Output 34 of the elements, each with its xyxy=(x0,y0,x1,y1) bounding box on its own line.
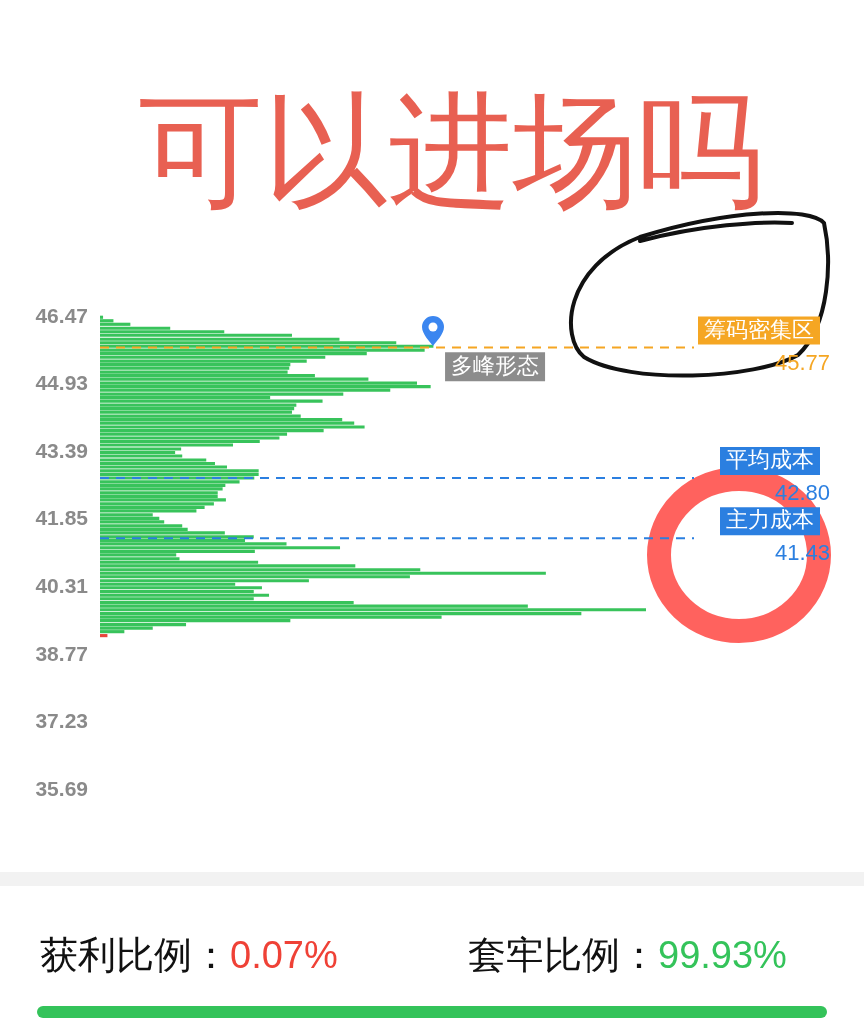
text: 0.07% xyxy=(230,934,338,976)
y-tick-label: 41.85 xyxy=(35,506,89,530)
text: 获利比例： xyxy=(40,934,230,976)
bar xyxy=(100,546,341,550)
bar xyxy=(100,472,259,477)
y-tick-label: 35.69 xyxy=(35,776,88,800)
bar xyxy=(100,516,160,520)
bar xyxy=(100,608,646,612)
y-tick-label: 38.77 xyxy=(35,641,88,665)
bar xyxy=(100,469,259,473)
ref-line-label: 筹码密集区 xyxy=(704,316,814,342)
bar xyxy=(100,593,270,597)
bar xyxy=(100,399,323,403)
ref-line-label: 主力成本 xyxy=(726,507,814,533)
text: 可以进场吗 xyxy=(137,81,763,221)
y-tick-label: 40.31 xyxy=(35,574,89,598)
bar xyxy=(100,385,431,389)
y-tick-label: 46.47 xyxy=(35,303,88,327)
bar xyxy=(100,498,226,502)
bar xyxy=(100,634,108,638)
text: 套牢比例： xyxy=(468,934,658,976)
ref-line-label: 平均成本 xyxy=(726,447,814,473)
bar xyxy=(100,366,290,370)
bar xyxy=(100,586,262,590)
bar xyxy=(100,425,365,429)
text: 99.93% xyxy=(658,934,787,976)
bar xyxy=(100,407,295,411)
y-tick-label: 43.39 xyxy=(35,438,88,462)
bar xyxy=(100,571,546,575)
bar xyxy=(100,487,223,491)
annotation: 多峰形态 xyxy=(451,353,540,379)
text: 45.77 xyxy=(774,349,830,375)
y-tick-label: 44.93 xyxy=(35,371,88,395)
y-tick-label: 37.23 xyxy=(35,709,88,733)
